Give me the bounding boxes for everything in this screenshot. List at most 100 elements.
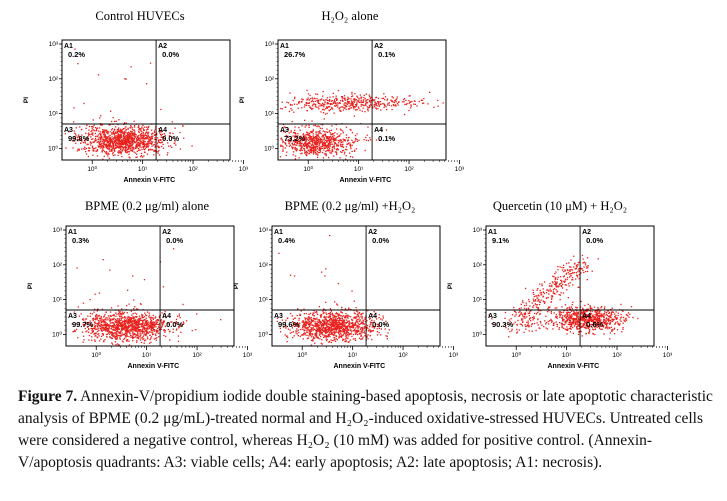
x-tick-label: 10⁰ <box>297 351 307 359</box>
plot-frame <box>61 39 231 161</box>
figure-caption: Figure 7. Annexin-V/propidium iodide dou… <box>18 386 713 474</box>
plot-frame <box>277 39 447 161</box>
x-tick-label: 10² <box>192 352 202 359</box>
x-tick-label: 10⁰ <box>87 165 97 173</box>
quadrant-name: A4 <box>374 127 383 134</box>
x-tick-label: 10⁰ <box>511 351 521 359</box>
scatter-dots <box>279 89 444 160</box>
quadrant-value: 0.1% <box>378 134 395 143</box>
quadrant-value: 99.6% <box>278 320 300 329</box>
plot-frame <box>65 225 235 347</box>
x-tick-label: 10² <box>188 166 198 173</box>
quadrant-name: A3 <box>488 313 497 320</box>
quadrant-value: 0.0% <box>166 236 183 245</box>
quadrant-value: 26.7% <box>284 50 306 59</box>
y-tick-label: 10⁰ <box>52 330 62 338</box>
caption-text: Annexin-V/propidium iodide double staini… <box>18 388 713 471</box>
panel-title: Quercetin (10 μM) + H₂O₂ <box>493 199 627 213</box>
quadrant-name: A2 <box>582 229 591 236</box>
x-tick-label: 10⁰ <box>303 165 313 173</box>
quadrant-name: A4 <box>162 313 171 320</box>
x-tick-label: 10¹ <box>562 352 572 359</box>
quadrant-name: A4 <box>582 313 591 320</box>
scatter-dots <box>488 254 639 340</box>
y-tick-label: 10² <box>473 262 483 269</box>
scatter-dots <box>71 248 222 346</box>
quadrant-name: A4 <box>158 127 167 134</box>
x-tick-label: 10² <box>398 352 408 359</box>
x-tick-label: 10¹ <box>348 352 358 359</box>
y-tick-label: 10² <box>259 262 269 269</box>
x-tick-label: 10² <box>612 352 622 359</box>
quadrant-name: A2 <box>368 229 377 236</box>
y-axis-label: PI <box>239 97 246 103</box>
x-axis-label: Annexin V-FITC <box>547 363 599 370</box>
y-axis-label: PI <box>23 97 30 103</box>
y-tick-label: 10¹ <box>53 297 63 304</box>
x-tick-label: 10³ <box>239 166 249 173</box>
quadrant-value: 0.0% <box>372 236 389 245</box>
x-axis-label: Annexin V-FITC <box>127 363 179 370</box>
quadrant-name: A3 <box>68 313 77 320</box>
quadrant-name: A3 <box>274 313 283 320</box>
y-tick-label: 10⁰ <box>258 330 268 338</box>
y-tick-label: 10¹ <box>473 297 483 304</box>
y-tick-label: 10³ <box>53 227 63 234</box>
quadrant-value: 0.3% <box>72 236 89 245</box>
quadrant-name: A4 <box>368 313 377 320</box>
quadrant-name: A1 <box>68 229 77 236</box>
y-tick-label: 10³ <box>49 41 59 48</box>
quadrant-value: 0.0% <box>162 134 179 143</box>
panel-title: BPME (0.2 μg/ml) +H₂O₂ <box>285 199 416 213</box>
quadrant-name: A2 <box>162 229 171 236</box>
quadrant-value: 9.1% <box>492 236 509 245</box>
x-tick-label: 10¹ <box>354 166 364 173</box>
x-axis-label: Annexin V-FITC <box>339 177 391 184</box>
x-tick-label: 10³ <box>663 352 673 359</box>
panel-title: BPME (0.2 μg/ml) alone <box>85 199 210 213</box>
caption-label: Figure 7. <box>18 388 78 405</box>
y-tick-label: 10¹ <box>49 111 59 118</box>
quadrant-name: A2 <box>158 43 167 50</box>
y-axis-label: PI <box>447 283 454 289</box>
x-tick-label: 10² <box>404 166 414 173</box>
y-tick-label: 10³ <box>259 227 269 234</box>
y-tick-label: 10² <box>265 76 275 83</box>
y-tick-label: 10⁰ <box>48 144 58 152</box>
quadrant-value: 0.0% <box>166 320 183 329</box>
y-tick-label: 10³ <box>265 41 275 48</box>
x-axis-label: Annexin V-FITC <box>333 363 385 370</box>
plot-frame <box>271 225 441 347</box>
scatter-dots <box>64 48 193 160</box>
x-tick-label: 10³ <box>455 166 465 173</box>
quadrant-value: 0.0% <box>372 320 389 329</box>
y-tick-label: 10² <box>49 76 59 83</box>
x-tick-label: 10³ <box>243 352 253 359</box>
quadrant-name: A1 <box>274 229 283 236</box>
x-tick-label: 10³ <box>449 352 459 359</box>
panel-title: Control HUVECs <box>95 9 184 23</box>
y-tick-label: 10² <box>53 262 63 269</box>
quadrant-name: A2 <box>374 43 383 50</box>
y-tick-label: 10¹ <box>265 111 275 118</box>
plot-frame <box>485 225 655 347</box>
quadrant-value: 0.0% <box>586 236 603 245</box>
y-tick-label: 10⁰ <box>264 144 274 152</box>
quadrant-value: 0.1% <box>378 50 395 59</box>
y-tick-label: 10⁰ <box>472 330 482 338</box>
quadrant-value: 0.4% <box>278 236 295 245</box>
quadrant-name: A1 <box>64 43 73 50</box>
quadrant-value: 0.6% <box>586 320 603 329</box>
quadrant-name: A3 <box>280 127 289 134</box>
quadrant-value: 73.2% <box>284 134 306 143</box>
panel-title: H₂O₂ alone <box>322 9 379 23</box>
quadrant-value: 99.8% <box>68 134 90 143</box>
quadrant-name: A1 <box>488 229 497 236</box>
y-tick-label: 10³ <box>473 227 483 234</box>
x-tick-label: 10¹ <box>138 166 148 173</box>
quadrant-name: A3 <box>64 127 73 134</box>
x-tick-label: 10¹ <box>142 352 152 359</box>
x-axis-label: Annexin V-FITC <box>123 177 175 184</box>
quadrant-value: 90.3% <box>492 320 514 329</box>
quadrant-value: 0.0% <box>162 50 179 59</box>
